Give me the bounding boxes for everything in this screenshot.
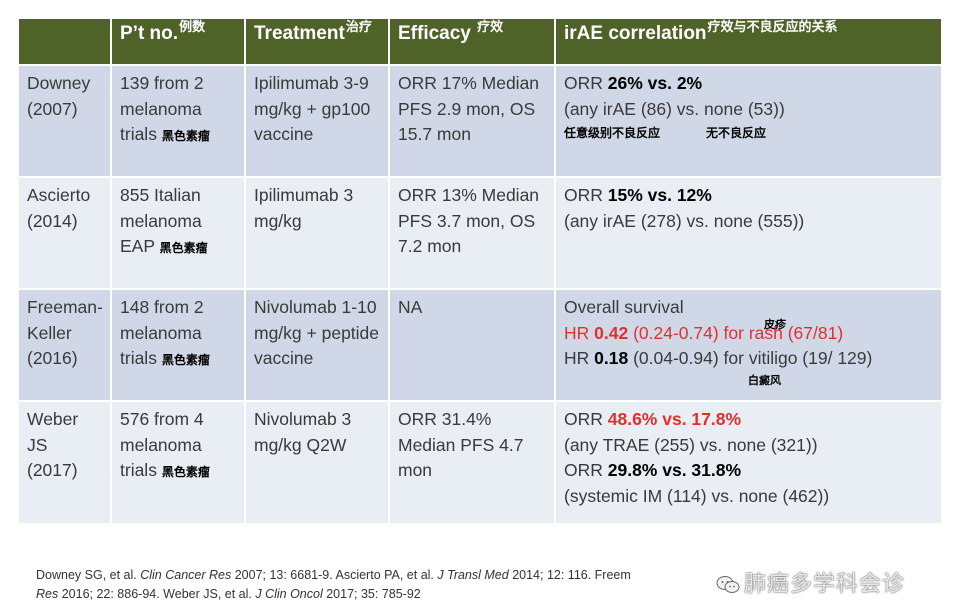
header-treatment: Treatment治疗 bbox=[245, 19, 390, 65]
cell-irae: ORR 26% vs. 2% (any irAE (86) vs. none (… bbox=[555, 64, 941, 177]
header-irae-zh: 疗效与不良反应的关系 bbox=[707, 20, 838, 35]
irae-correlation-table: P’t no.例数 Treatment治疗 Efficacy 疗效 irAE c… bbox=[19, 19, 941, 523]
note-vitiligo: 白癜风 bbox=[748, 374, 781, 387]
cell-study: Weber JS (2017) bbox=[19, 400, 112, 523]
reference-line-1: Downey SG, et al. Clin Cancer Res 2007; … bbox=[36, 568, 631, 582]
header-patients-zh: 例数 bbox=[179, 20, 206, 35]
header-treatment-zh: 治疗 bbox=[345, 20, 372, 35]
note-rash: 皮疹 bbox=[764, 318, 786, 331]
header-patients: P’t no.例数 bbox=[111, 19, 246, 65]
cell-study: Freeman-Keller (2016) bbox=[19, 288, 112, 401]
table-row: Downey (2007) 139 from 2 melanoma trials… bbox=[19, 64, 941, 177]
cell-treatment: Nivolumab 3 mg/kg Q2W bbox=[245, 400, 390, 523]
reference-line-2: Res 2016; 22: 886-94. Weber JS, et al. J… bbox=[36, 587, 421, 601]
cell-efficacy: ORR 17% Median PFS 2.9 mon, OS 15.7 mon bbox=[389, 64, 556, 177]
cell-treatment: Ipilimumab 3 mg/kg bbox=[245, 176, 390, 289]
cell-study: Downey (2007) bbox=[19, 64, 112, 177]
cell-treatment: Ipilimumab 3-9 mg/kg + gp100 vaccine bbox=[245, 64, 390, 177]
watermark: 肺癌多学科会诊 bbox=[716, 566, 905, 598]
references-footer: Downey SG, et al. Clin Cancer Res 2007; … bbox=[36, 566, 736, 604]
header-efficacy: Efficacy 疗效 bbox=[389, 19, 556, 65]
cell-patients: 576 from 4 melanoma trials 黑色素瘤 bbox=[111, 400, 246, 523]
cell-patients: 855 Italian melanoma EAP 黑色素瘤 bbox=[111, 176, 246, 289]
wechat-icon bbox=[716, 575, 740, 595]
cell-patients: 139 from 2 melanoma trials 黑色素瘤 bbox=[111, 64, 246, 177]
cell-efficacy: ORR 31.4% Median PFS 4.7 mon bbox=[389, 400, 556, 523]
cell-treatment: Nivolumab 1-10 mg/kg + peptide vaccine bbox=[245, 288, 390, 401]
cell-irae: Overall survival 皮疹 HR 0.42 (0.24-0.74) … bbox=[555, 288, 941, 401]
cell-study: Ascierto (2014) bbox=[19, 176, 112, 289]
header-study bbox=[19, 19, 112, 65]
cell-efficacy: ORR 13% Median PFS 3.7 mon, OS 7.2 mon bbox=[389, 176, 556, 289]
header-irae: irAE correlation疗效与不良反应的关系 bbox=[555, 19, 941, 65]
table-row: Freeman-Keller (2016) 148 from 2 melanom… bbox=[19, 288, 941, 401]
header-efficacy-zh: 疗效 bbox=[477, 20, 504, 35]
header-row: P’t no.例数 Treatment治疗 Efficacy 疗效 irAE c… bbox=[19, 19, 941, 65]
comparison-table-container: P’t no.例数 Treatment治疗 Efficacy 疗效 irAE c… bbox=[19, 19, 941, 523]
watermark-text: 肺癌多学科会诊 bbox=[744, 572, 906, 597]
table-row: Weber JS (2017) 576 from 4 melanoma tria… bbox=[19, 400, 941, 523]
cell-efficacy: NA bbox=[389, 288, 556, 401]
cell-patients: 148 from 2 melanoma trials 黑色素瘤 bbox=[111, 288, 246, 401]
cell-irae: ORR 48.6% vs. 17.8% (any TRAE (255) vs. … bbox=[555, 400, 941, 523]
cell-irae: ORR 15% vs. 12% (any irAE (278) vs. none… bbox=[555, 176, 941, 289]
table-row: Ascierto (2014) 855 Italian melanoma EAP… bbox=[19, 176, 941, 289]
